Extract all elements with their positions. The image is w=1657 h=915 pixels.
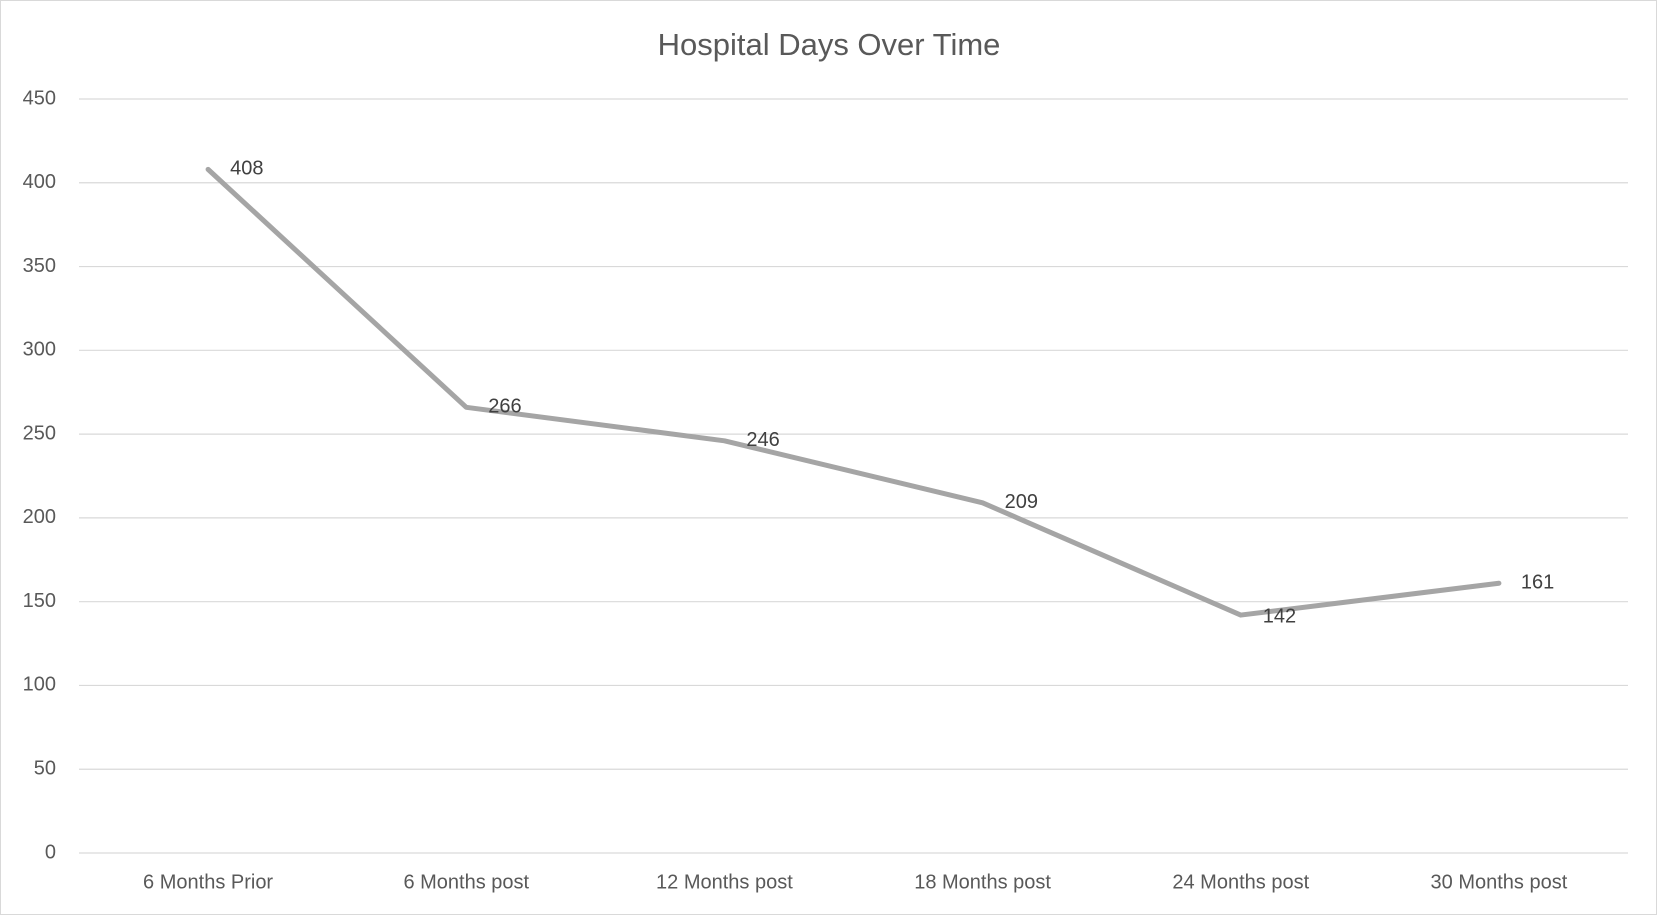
y-tick-label: 150	[23, 590, 56, 612]
data-label: 408	[230, 158, 263, 180]
chart-title: Hospital Days Over Time	[658, 27, 1001, 62]
x-tick-label: 6 Months post	[403, 871, 529, 893]
y-tick-label: 200	[23, 506, 56, 528]
y-tick-label: 100	[23, 674, 56, 696]
x-tick-label: 6 Months Prior	[143, 871, 273, 893]
x-tick-label: 18 Months post	[914, 871, 1051, 893]
y-tick-label: 300	[23, 339, 56, 361]
x-tick-label: 12 Months post	[656, 871, 793, 893]
y-tick-label: 450	[23, 87, 56, 109]
y-tick-label: 400	[23, 171, 56, 193]
y-tick-label: 350	[23, 255, 56, 277]
data-label: 142	[1263, 605, 1296, 627]
data-label: 161	[1521, 572, 1554, 594]
y-tick-label: 0	[45, 841, 56, 863]
series-line	[205, 166, 1502, 618]
x-tick-label: 24 Months post	[1172, 871, 1309, 893]
data-label: 209	[1005, 491, 1038, 513]
data-label: 266	[488, 396, 521, 418]
y-tick-label: 50	[34, 758, 56, 780]
x-tick-label: 30 Months post	[1431, 871, 1568, 893]
data-label: 246	[746, 429, 779, 451]
y-tick-label: 250	[23, 422, 56, 444]
